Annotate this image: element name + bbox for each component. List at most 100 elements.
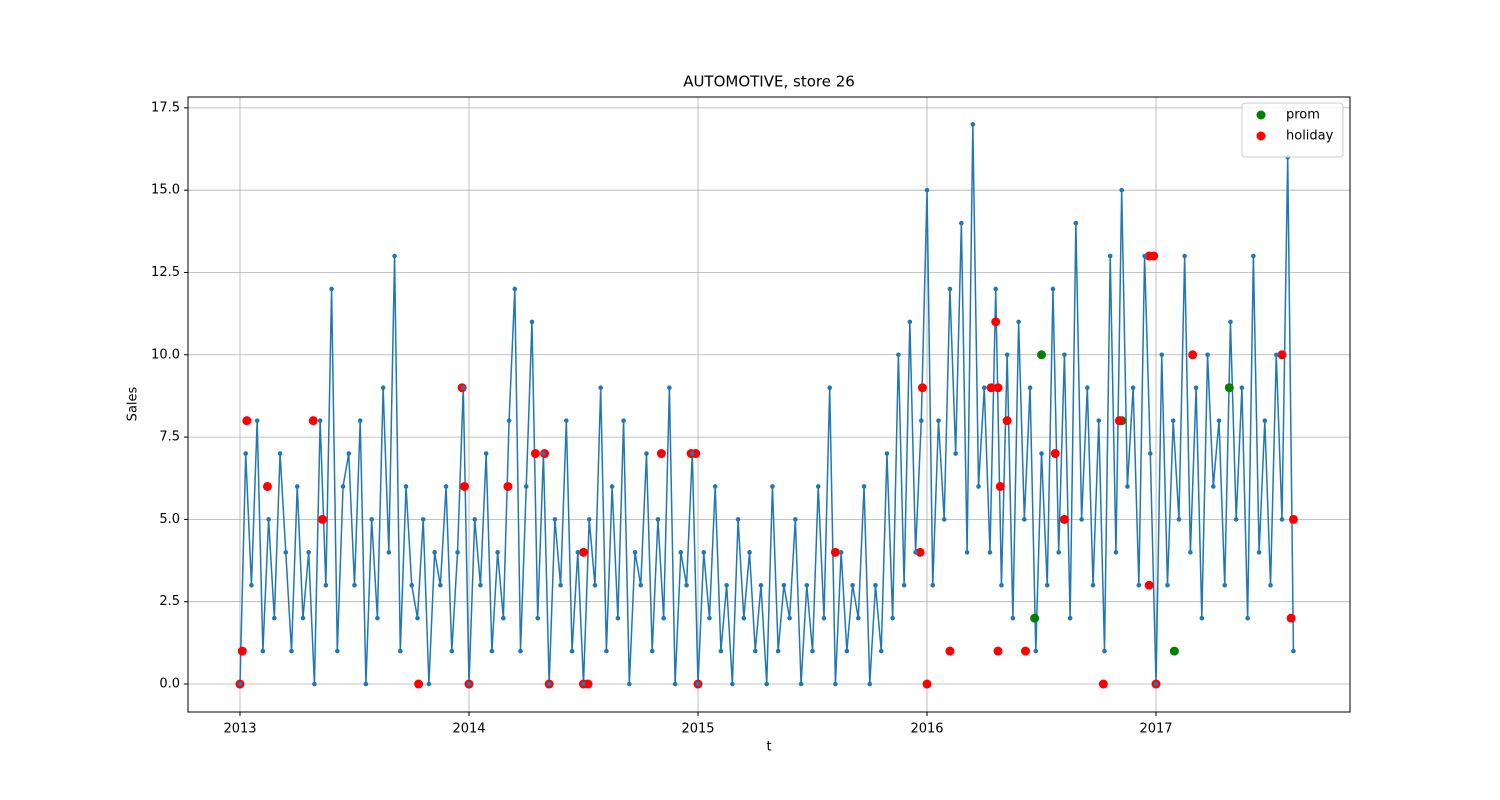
sales-point bbox=[1165, 582, 1170, 588]
sales-point bbox=[306, 550, 311, 555]
sales-point bbox=[1153, 681, 1159, 687]
sales-point bbox=[672, 681, 678, 687]
chart-title: AUTOMOTIVE, store 26 bbox=[683, 73, 855, 91]
sales-point bbox=[936, 418, 941, 423]
sales-point bbox=[501, 615, 506, 621]
sales-point bbox=[718, 648, 724, 654]
sales-point bbox=[1056, 550, 1061, 555]
sales-point bbox=[541, 451, 546, 456]
sales-point bbox=[724, 582, 729, 588]
sales-point bbox=[535, 615, 540, 621]
holiday-point bbox=[1050, 449, 1060, 459]
y-axis-label: Sales bbox=[126, 386, 141, 421]
sales-point bbox=[867, 681, 873, 687]
sales-point bbox=[993, 286, 999, 292]
sales-point bbox=[947, 286, 953, 292]
sales-point bbox=[363, 681, 369, 687]
holiday-point bbox=[656, 449, 666, 459]
sales-point bbox=[924, 187, 930, 193]
sales-point bbox=[701, 550, 707, 555]
sales-point bbox=[741, 615, 747, 621]
sales-point bbox=[970, 122, 976, 127]
sales-point bbox=[289, 648, 294, 654]
sales-point bbox=[575, 550, 581, 555]
holiday-point bbox=[993, 383, 1003, 393]
sales-point bbox=[329, 286, 334, 292]
sales-point bbox=[838, 550, 844, 555]
sales-point bbox=[981, 385, 987, 391]
sales-point bbox=[953, 451, 958, 456]
sales-point bbox=[615, 615, 621, 621]
holiday-point bbox=[993, 646, 1003, 656]
sales-point bbox=[455, 550, 460, 555]
sales-point bbox=[243, 451, 249, 456]
sales-point bbox=[1228, 319, 1233, 325]
sales-point bbox=[661, 615, 666, 621]
sales-point bbox=[815, 484, 821, 489]
holiday-point bbox=[915, 547, 925, 557]
sales-point bbox=[1067, 615, 1073, 621]
sales-point bbox=[770, 484, 775, 489]
holiday-point bbox=[991, 317, 1001, 327]
sales-point bbox=[1125, 484, 1130, 489]
sales-point bbox=[426, 681, 432, 687]
x-tick-label: 2014 bbox=[452, 722, 485, 737]
sales-point bbox=[1050, 286, 1056, 292]
sales-point bbox=[1159, 352, 1165, 358]
sales-point bbox=[346, 451, 352, 456]
sales-point bbox=[386, 550, 392, 555]
sales-point bbox=[1079, 517, 1084, 522]
sales-point bbox=[529, 319, 535, 325]
sales-point bbox=[523, 484, 529, 489]
sales-point bbox=[1044, 582, 1050, 588]
sales-point bbox=[1113, 550, 1119, 555]
sales-point bbox=[1039, 451, 1044, 456]
sales-point bbox=[443, 484, 449, 489]
sales-point bbox=[546, 681, 552, 687]
holiday-point bbox=[945, 646, 955, 656]
sales-point bbox=[1251, 253, 1256, 259]
sales-point bbox=[1130, 385, 1136, 391]
holiday-point bbox=[503, 481, 513, 491]
sales-point bbox=[552, 517, 558, 522]
sales-point bbox=[586, 517, 592, 522]
y-tick-label: 2.5 bbox=[159, 594, 180, 609]
sales-point bbox=[930, 582, 936, 588]
sales-point bbox=[781, 582, 787, 588]
sales-point bbox=[1170, 418, 1176, 423]
sales-point bbox=[775, 648, 781, 654]
y-tick-label: 12.5 bbox=[151, 265, 180, 280]
sales-point bbox=[1205, 352, 1210, 358]
sales-point bbox=[506, 418, 512, 423]
sales-point bbox=[810, 648, 815, 654]
legend-label: holiday bbox=[1286, 129, 1334, 144]
sales-point bbox=[592, 582, 598, 588]
sales-point bbox=[432, 550, 437, 555]
sales-point bbox=[1102, 648, 1107, 654]
x-tick-label: 2017 bbox=[1139, 722, 1172, 737]
legend-box bbox=[1241, 102, 1344, 158]
sales-point bbox=[1268, 582, 1273, 588]
sales-point bbox=[357, 418, 363, 423]
sales-point bbox=[827, 385, 832, 391]
sales-point bbox=[335, 648, 340, 654]
holiday-point bbox=[1188, 350, 1198, 360]
y-tick-label: 5.0 bbox=[159, 512, 180, 527]
sales-point bbox=[272, 615, 277, 621]
sales-point bbox=[581, 681, 586, 687]
sales-point bbox=[609, 484, 615, 489]
sales-point bbox=[689, 451, 695, 456]
legend-label: prom bbox=[1286, 108, 1320, 123]
sales-point bbox=[403, 484, 409, 489]
sales-point bbox=[312, 681, 317, 687]
sales-point bbox=[277, 451, 283, 456]
sales-point bbox=[604, 648, 609, 654]
holiday-point bbox=[1288, 514, 1298, 524]
x-tick-label: 2016 bbox=[910, 722, 943, 737]
sales-point bbox=[1027, 385, 1033, 391]
sales-point bbox=[941, 517, 947, 522]
sales-point bbox=[1182, 253, 1187, 259]
holiday-point bbox=[922, 679, 932, 689]
sales-point bbox=[1085, 385, 1090, 391]
